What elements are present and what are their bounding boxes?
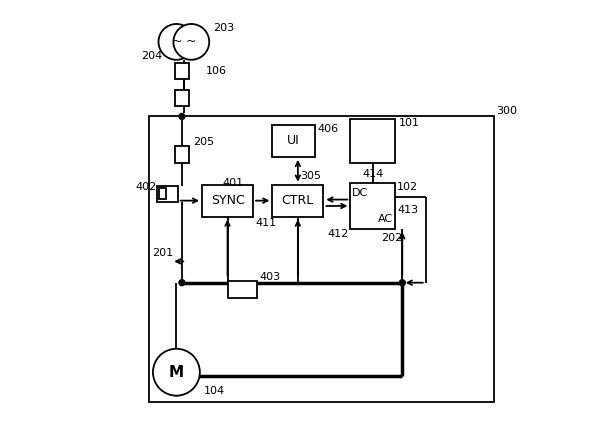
Text: 106: 106 [206, 66, 227, 76]
Text: 300: 300 [496, 106, 517, 116]
Circle shape [158, 24, 194, 60]
Text: UI: UI [287, 134, 300, 148]
Bar [175, 63, 189, 79]
Text: 205: 205 [193, 137, 215, 147]
Text: 104: 104 [204, 387, 225, 396]
Text: 414: 414 [362, 169, 383, 179]
Bar [227, 281, 257, 298]
Bar [272, 184, 323, 217]
Bar [159, 188, 166, 199]
Bar [149, 116, 494, 402]
Bar [175, 146, 189, 163]
Text: 406: 406 [317, 124, 338, 134]
Text: AC: AC [378, 214, 393, 224]
Circle shape [179, 280, 185, 286]
Text: 101: 101 [400, 118, 421, 128]
Text: M: M [169, 365, 184, 380]
Text: 413: 413 [397, 205, 418, 215]
Circle shape [153, 349, 200, 396]
Circle shape [179, 114, 185, 119]
Text: 412: 412 [328, 229, 349, 239]
Text: 411: 411 [255, 218, 277, 228]
Text: ~: ~ [171, 34, 182, 48]
Text: 203: 203 [214, 23, 235, 33]
Bar [157, 185, 178, 202]
Text: 305: 305 [300, 171, 321, 181]
Text: SYNC: SYNC [211, 194, 244, 207]
Bar [350, 118, 395, 163]
Circle shape [400, 280, 405, 286]
Text: 201: 201 [152, 248, 173, 258]
Text: CTRL: CTRL [282, 194, 314, 207]
Text: ~: ~ [186, 34, 197, 48]
Bar [272, 125, 315, 157]
Text: 202: 202 [381, 233, 402, 243]
Text: 401: 401 [223, 178, 244, 187]
Bar [175, 90, 189, 106]
Text: DC: DC [352, 188, 368, 198]
Text: 403: 403 [260, 272, 281, 282]
Bar [202, 184, 253, 217]
Circle shape [173, 24, 209, 60]
Text: 102: 102 [397, 182, 418, 192]
Text: 402: 402 [136, 182, 157, 192]
Bar [350, 182, 395, 230]
Text: 204: 204 [142, 51, 163, 60]
